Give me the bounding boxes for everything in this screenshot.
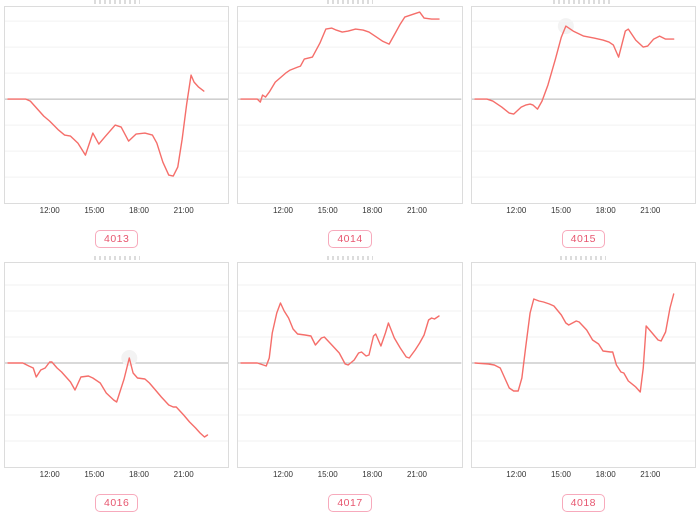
line-chart-svg (238, 284, 462, 442)
chart-cell-4014: 12:00 15:00 18:00 21:00 4014 (233, 0, 466, 248)
chart-panel[interactable] (470, 6, 696, 204)
x-tick-label: 15:00 (317, 206, 338, 215)
chart-panel[interactable] (4, 262, 230, 468)
clipped-chart-title (93, 256, 140, 260)
clipped-chart-title (553, 0, 614, 4)
chart-cell-4017: 12:00 15:00 18:00 21:00 4017 (233, 256, 466, 512)
chart-id-badge[interactable]: 4017 (328, 494, 372, 512)
chart-panel[interactable] (4, 6, 230, 204)
x-tick-label: 15:00 (317, 470, 338, 479)
x-tick-label: 18:00 (595, 470, 616, 479)
x-tick-label: 12:00 (272, 206, 293, 215)
line-chart-svg (471, 18, 695, 178)
x-tick-label: 15:00 (84, 206, 105, 215)
badge-row: 4018 (467, 493, 700, 512)
badge-row: 4014 (233, 229, 466, 248)
x-tick-label: 12:00 (272, 470, 293, 479)
x-tick-label: 18:00 (128, 206, 149, 215)
chart-id-badge[interactable]: 4018 (561, 494, 605, 512)
x-tick-label: 12:00 (39, 206, 60, 215)
x-tick-label: 18:00 (362, 206, 383, 215)
badge-row: 4017 (233, 493, 466, 512)
line-chart-svg (5, 20, 229, 178)
chart-panel[interactable] (237, 6, 463, 204)
x-tick-label: 21:00 (640, 470, 661, 479)
chart-cell-4016: 12:00 15:00 18:00 21:00 4016 (0, 256, 233, 512)
clipped-chart-title (326, 0, 373, 4)
chart-id-badge[interactable]: 4016 (94, 494, 139, 512)
x-tick-label: 18:00 (128, 470, 149, 479)
clipped-chart-title (326, 256, 373, 260)
badge-row: 4013 (0, 229, 233, 248)
x-axis-ticks: 12:00 15:00 18:00 21:00 (472, 468, 695, 481)
clipped-chart-title (93, 0, 140, 4)
chart-cell-4015: 12:00 15:00 18:00 21:00 4015 (467, 0, 700, 248)
x-tick-label: 21:00 (173, 470, 194, 479)
clipped-chart-title (560, 256, 607, 260)
x-tick-label: 21:00 (640, 206, 661, 215)
x-axis-ticks: 12:00 15:00 18:00 21:00 (238, 468, 461, 481)
chart-id-badge[interactable]: 4014 (328, 230, 372, 248)
x-tick-label: 21:00 (173, 206, 194, 215)
x-tick-label: 21:00 (406, 470, 427, 479)
x-tick-label: 12:00 (39, 470, 60, 479)
x-tick-label: 18:00 (595, 206, 616, 215)
line-chart-svg (5, 284, 229, 442)
x-tick-label: 15:00 (550, 470, 571, 479)
chart-id-badge[interactable]: 4013 (94, 230, 139, 248)
chart-cell-4013: 12:00 15:00 18:00 21:00 4013 (0, 0, 233, 248)
chart-id-badge[interactable]: 4015 (561, 230, 605, 248)
x-axis-ticks: 12:00 15:00 18:00 21:00 (238, 204, 461, 217)
x-axis-ticks: 12:00 15:00 18:00 21:00 (5, 204, 228, 217)
badge-row: 4016 (0, 493, 233, 512)
x-tick-label: 18:00 (362, 470, 383, 479)
x-tick-label: 15:00 (550, 206, 571, 215)
x-axis-ticks: 12:00 15:00 18:00 21:00 (5, 468, 228, 481)
chart-cell-4018: 12:00 15:00 18:00 21:00 4018 (467, 256, 700, 512)
x-axis-ticks: 12:00 15:00 18:00 21:00 (472, 204, 695, 217)
line-chart-svg (471, 284, 695, 442)
line-chart-svg (238, 11, 462, 178)
badge-row: 4015 (467, 229, 700, 248)
x-tick-label: 21:00 (406, 206, 427, 215)
x-tick-label: 12:00 (506, 470, 527, 479)
chart-panel[interactable] (237, 262, 463, 468)
x-tick-label: 15:00 (84, 470, 105, 479)
x-tick-label: 12:00 (506, 206, 527, 215)
chart-panel[interactable] (470, 262, 696, 468)
